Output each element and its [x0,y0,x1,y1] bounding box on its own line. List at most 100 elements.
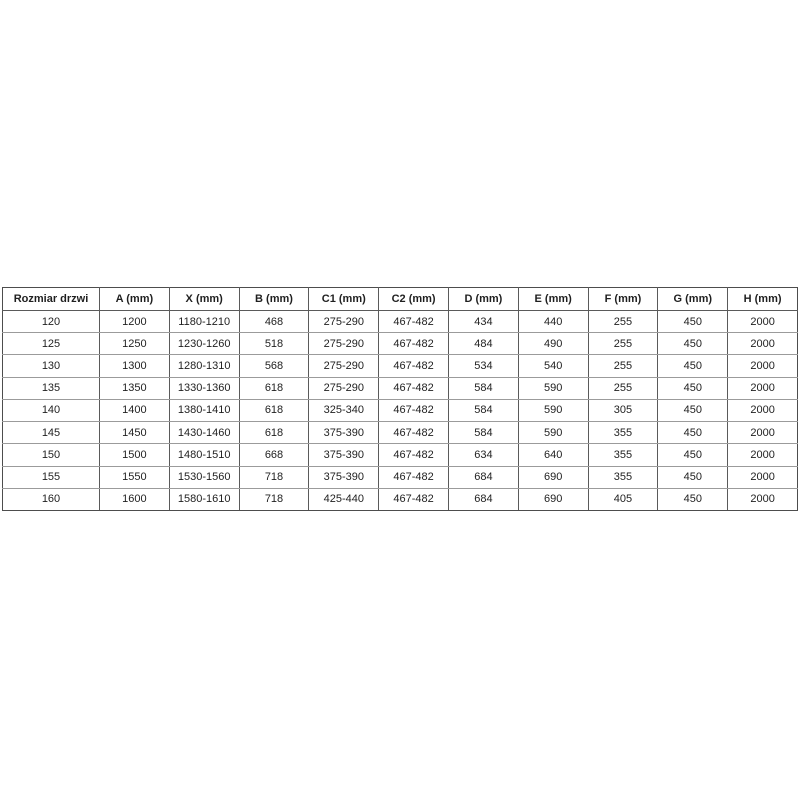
table-cell: 2000 [727,309,798,334]
table-cell: 640 [517,443,589,467]
table-cell: 634 [447,443,519,467]
table-cell: 450 [657,465,729,489]
table-cell: 355 [587,443,659,467]
table-cell: 1430-1460 [168,421,240,445]
table-cell: 1450 [99,421,170,445]
table-cell: 568 [238,354,310,378]
table-cell: 425-440 [308,487,380,512]
table-cell: 375-390 [308,443,380,467]
header-cell: B (mm) [238,287,310,311]
table-cell: 140 [2,398,100,423]
table-cell: 275-290 [308,332,380,356]
header-cell: A (mm) [99,287,170,311]
table-body: 120 1200 1180-1210 468 275-290 467-482 434 440 2… [2,309,798,512]
header-cell: X (mm) [168,287,240,311]
table-cell: 255 [587,354,659,378]
header-cell: C1 (mm) [308,287,380,311]
table-cell: 1580-1610 [168,487,240,512]
header-cell: E (mm) [517,287,589,311]
table-cell: 584 [447,421,519,445]
header-cell: C2 (mm) [378,287,449,311]
table-row: 120 1200 1180-1210 468 275-290 467-482 434 440 2… [2,309,798,334]
header-cell: Rozmiar drzwi [2,287,100,311]
table-cell: 325-340 [308,398,380,423]
table-cell: 468 [238,309,310,334]
table-cell: 490 [517,332,589,356]
table-cell: 1480-1510 [168,443,240,467]
table-cell: 467-482 [378,376,449,400]
table-cell: 1550 [99,465,170,489]
table-cell: 2000 [727,465,798,489]
table-cell: 405 [587,487,659,512]
table-cell: 355 [587,421,659,445]
table-cell: 484 [447,332,519,356]
table-cell: 618 [238,376,310,400]
table-cell: 2000 [727,487,798,512]
table-row: 145 1450 1430-1460 618 375-390 467-482 584 590 3… [2,421,798,445]
table-cell: 618 [238,421,310,445]
table-cell: 2000 [727,376,798,400]
table-head: Rozmiar drzwi A (mm) X (mm) B (mm) C1 (mm) C2… [2,287,798,311]
table-cell: 540 [517,354,589,378]
door-size-table: Rozmiar drzwi A (mm) X (mm) B (mm) C1 (mm) C2… [2,287,798,512]
table-cell: 120 [2,309,100,334]
table-cell: 718 [238,465,310,489]
table-cell: 668 [238,443,310,467]
table-cell: 467-482 [378,465,449,489]
table-cell: 1530-1560 [168,465,240,489]
table-cell: 690 [517,465,589,489]
table-cell: 450 [657,398,729,423]
table-cell: 275-290 [308,309,380,334]
table-cell: 2000 [727,354,798,378]
table-cell: 467-482 [378,332,449,356]
table-cell: 450 [657,309,729,334]
table-cell: 690 [517,487,589,512]
table-row: 150 1500 1480-1510 668 375-390 467-482 634 640 3… [2,443,798,467]
table-cell: 275-290 [308,376,380,400]
table-cell: 1330-1360 [168,376,240,400]
table-cell: 255 [587,376,659,400]
table-cell: 2000 [727,421,798,445]
table-cell: 450 [657,421,729,445]
table-cell: 1250 [99,332,170,356]
table-row: 155 1550 1530-1560 718 375-390 467-482 684 690 3… [2,465,798,489]
table-row: 135 1350 1330-1360 618 275-290 467-482 584 590 2… [2,376,798,400]
table-cell: 255 [587,309,659,334]
table-cell: 467-482 [378,421,449,445]
table-cell: 450 [657,332,729,356]
table-cell: 375-390 [308,465,380,489]
table-cell: 1600 [99,487,170,512]
table-cell: 590 [517,398,589,423]
table-cell: 145 [2,421,100,445]
table-row: 140 1400 1380-1410 618 325-340 467-482 584 590 3… [2,398,798,423]
table-cell: 434 [447,309,519,334]
table-cell: 450 [657,487,729,512]
header-cell: H (mm) [727,287,798,311]
table-cell: 1280-1310 [168,354,240,378]
header-cell: D (mm) [447,287,519,311]
table-cell: 135 [2,376,100,400]
table-cell: 1400 [99,398,170,423]
table-cell: 355 [587,465,659,489]
table-cell: 684 [447,465,519,489]
table-cell: 1180-1210 [168,309,240,334]
table-cell: 584 [447,376,519,400]
table-cell: 467-482 [378,398,449,423]
table-cell: 450 [657,443,729,467]
table-cell: 1500 [99,443,170,467]
table-cell: 275-290 [308,354,380,378]
table-cell: 125 [2,332,100,356]
table-cell: 684 [447,487,519,512]
table-cell: 160 [2,487,100,512]
table-cell: 1300 [99,354,170,378]
table-row: 130 1300 1280-1310 568 275-290 467-482 534 540 2… [2,354,798,378]
table-cell: 305 [587,398,659,423]
table-cell: 584 [447,398,519,423]
table-cell: 1350 [99,376,170,400]
table-cell: 255 [587,332,659,356]
table-cell: 590 [517,421,589,445]
table-cell: 2000 [727,443,798,467]
table-row: 125 1250 1230-1260 518 275-290 467-482 484 490 2… [2,332,798,356]
table-cell: 467-482 [378,487,449,512]
